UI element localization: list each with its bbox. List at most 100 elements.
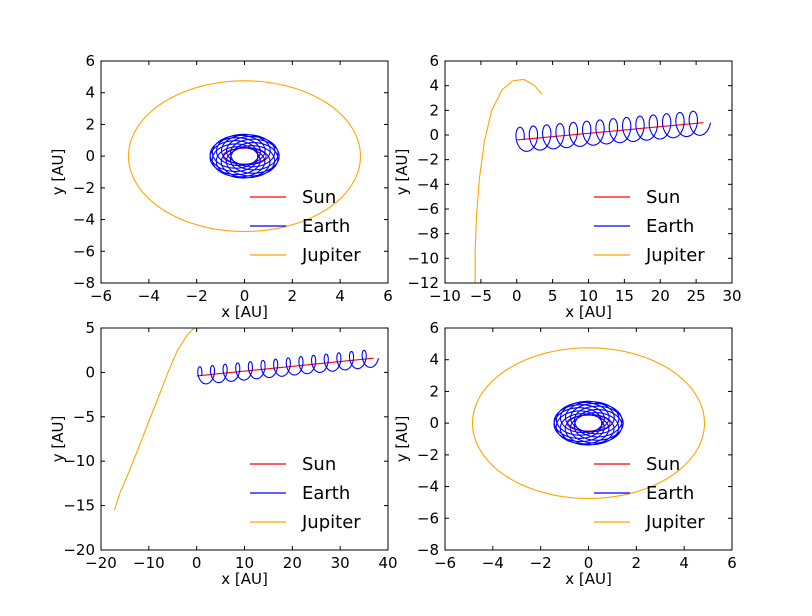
x-axis-label: x [AU] (565, 570, 612, 588)
x-tick-label: −10 (133, 554, 165, 572)
y-tick-label: 2 (429, 382, 439, 400)
x-tick-label: 15 (615, 287, 634, 305)
legend: Sun Earth Jupiter (594, 187, 705, 266)
y-tick-label: −6 (417, 509, 439, 527)
x-tick-label: 40 (378, 554, 397, 572)
x-tick-label: 6 (383, 287, 393, 305)
plot-area (474, 78, 712, 283)
y-tick-label: −10 (407, 249, 439, 267)
y-axis-label: y [AU] (49, 416, 67, 463)
y-axis-label: y [AU] (49, 149, 67, 196)
legend-label-jupiter: Jupiter (645, 512, 705, 533)
legend: Sun Earth Jupiter (250, 454, 361, 533)
legend-label-sun: Sun (646, 454, 680, 475)
series-jupiter (127, 80, 362, 233)
x-tick-label: 0 (584, 554, 594, 572)
subplot-3: −20 −10 0 10 20 30 40 −20 −15 −10 −5 0 5 x [AU] y [AU]… (49, 319, 398, 588)
y-tick-label: −6 (73, 242, 95, 260)
y-tick-label: 5 (85, 319, 95, 337)
x-tick-label: 6 (727, 554, 737, 572)
y-tick-label: −15 (63, 497, 95, 515)
x-tick-label: −4 (138, 287, 160, 305)
legend-label-sun: Sun (302, 454, 336, 475)
x-tick-label: 4 (679, 554, 689, 572)
x-axis-label: x [AU] (221, 570, 268, 588)
legend-label-earth: Earth (302, 483, 350, 504)
y-tick-label: 2 (85, 115, 95, 133)
y-tick-label: −2 (73, 179, 95, 197)
x-tick-label: 30 (331, 554, 350, 572)
y-tick-label: −2 (417, 151, 439, 169)
y-tick-label: 4 (429, 351, 439, 369)
x-tick-label: 2 (632, 554, 642, 572)
y-tick-label: 4 (429, 77, 439, 95)
y-tick-label: 6 (429, 52, 439, 70)
y-tick-label: 0 (85, 363, 95, 381)
y-axis-label: y [AU] (393, 149, 411, 196)
x-tick-label: 5 (548, 287, 558, 305)
y-tick-label: 0 (429, 414, 439, 432)
x-tick-label: 25 (687, 287, 706, 305)
legend-label-sun: Sun (302, 187, 336, 208)
plot-area (471, 347, 706, 500)
y-tick-label: −4 (417, 175, 439, 193)
y-tick-label: −4 (417, 478, 439, 496)
legend-label-sun: Sun (646, 187, 680, 208)
plot-area (127, 80, 362, 233)
legend-label-jupiter: Jupiter (645, 245, 705, 266)
series-earth (553, 400, 624, 446)
x-axis-label: x [AU] (565, 303, 612, 321)
x-tick-label: −20 (85, 554, 117, 572)
series-earth (209, 133, 280, 179)
x-tick-label: −5 (470, 287, 492, 305)
y-tick-label: −4 (73, 211, 95, 229)
legend-label-jupiter: Jupiter (301, 245, 361, 266)
y-tick-label: −8 (73, 274, 95, 292)
series-jupiter (474, 78, 543, 283)
x-tick-label: 0 (240, 287, 250, 305)
x-tick-label: 10 (579, 287, 598, 305)
x-tick-label: 20 (651, 287, 670, 305)
legend-label-earth: Earth (646, 483, 694, 504)
x-tick-label: −4 (482, 554, 504, 572)
x-tick-label: 0 (192, 554, 202, 572)
y-tick-label: 0 (429, 126, 439, 144)
series-earth (197, 349, 379, 385)
plot-area (113, 328, 379, 511)
y-tick-label: 2 (429, 101, 439, 119)
x-tick-label: −2 (186, 287, 208, 305)
x-tick-label: −6 (90, 287, 112, 305)
legend-label-earth: Earth (646, 216, 694, 237)
legend: Sun Earth Jupiter (594, 454, 705, 533)
y-tick-label: −10 (63, 452, 95, 470)
x-tick-label: 0 (512, 287, 522, 305)
y-tick-label: 0 (85, 147, 95, 165)
x-tick-label: 10 (235, 554, 254, 572)
y-tick-label: −8 (417, 541, 439, 559)
y-tick-label: −20 (63, 541, 95, 559)
x-tick-label: 2 (288, 287, 298, 305)
legend-label-earth: Earth (302, 216, 350, 237)
y-tick-label: 6 (85, 52, 95, 70)
y-tick-label: −5 (73, 408, 95, 426)
y-axis-label: y [AU] (393, 416, 411, 463)
y-tick-label: −8 (417, 225, 439, 243)
series-jupiter (471, 347, 706, 500)
series-jupiter (113, 328, 195, 511)
series-sun (196, 357, 374, 377)
x-tick-label: −6 (434, 554, 456, 572)
x-tick-label: −10 (429, 287, 461, 305)
y-tick-label: −12 (407, 274, 439, 292)
x-axis-label: x [AU] (221, 303, 268, 321)
legend: Sun Earth Jupiter (250, 187, 361, 266)
y-tick-label: 4 (85, 84, 95, 102)
y-tick-label: −6 (417, 200, 439, 218)
legend-label-jupiter: Jupiter (301, 512, 361, 533)
y-tick-label: 6 (429, 319, 439, 337)
x-tick-label: 30 (722, 287, 741, 305)
